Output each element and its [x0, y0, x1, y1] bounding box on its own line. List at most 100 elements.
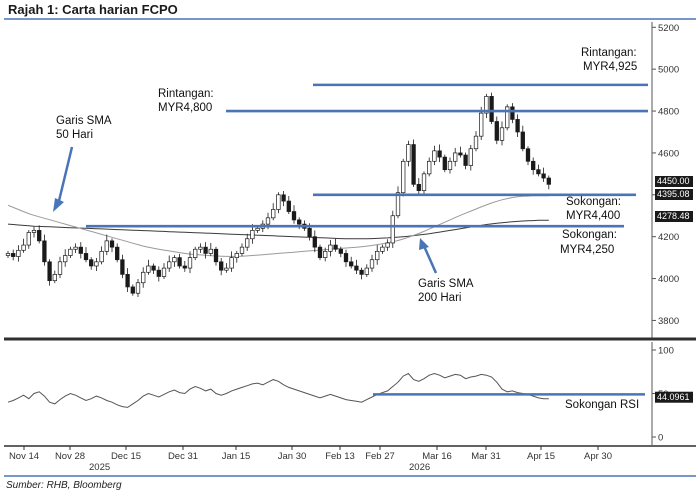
candle-body: [21, 244, 26, 251]
candle-body: [120, 259, 125, 275]
rsi-last-tag-bg: [655, 391, 693, 403]
candle-body: [141, 271, 146, 284]
candle-body: [401, 160, 406, 194]
y-tick-5200: 5200: [658, 23, 679, 34]
resistance-4800-label-b: MYR4,800: [158, 102, 212, 114]
candle-body: [52, 274, 57, 282]
candle-body: [338, 248, 343, 254]
candle-body: [172, 257, 177, 263]
x-tick-label: Nov 14: [9, 451, 39, 462]
y-tick-4000: 4000: [658, 274, 679, 285]
candle-body: [47, 261, 52, 282]
candle-body: [328, 244, 333, 252]
rsi-last-tag: 44.0961: [657, 392, 690, 402]
candle-body: [250, 230, 255, 240]
x-tick-label: Nov 28: [55, 451, 85, 462]
candle-body: [125, 274, 130, 288]
candle-body: [499, 127, 505, 141]
candle-body: [255, 227, 260, 231]
rsi-tick-0: 0: [658, 433, 663, 444]
candle-body: [546, 177, 551, 185]
x-tick-label: Mar 16: [422, 451, 452, 462]
rsi-line: [7, 372, 549, 408]
candle-body: [203, 246, 208, 254]
sma200-arrow-head: [419, 238, 429, 250]
candle-body: [37, 230, 42, 242]
support-4250-label-a: Sokongan:: [562, 229, 617, 241]
candle-body: [89, 259, 94, 267]
last-price-tag-bg: [655, 211, 693, 222]
resistance-4800-label-a: Rintangan:: [158, 88, 214, 100]
last-price-tag-bg: [655, 176, 693, 187]
candle-body: [245, 238, 250, 248]
sma200-line: [7, 219, 549, 240]
candle-body: [494, 121, 499, 141]
candle-body: [453, 152, 458, 162]
candle-body: [432, 150, 437, 162]
candle-body: [416, 183, 421, 191]
sma50-arrow-head: [53, 198, 64, 212]
candle-body: [359, 269, 364, 275]
candle-body: [541, 173, 546, 179]
source-note: Sumber: RHB, Bloomberg: [6, 480, 122, 491]
sma50-annotation-line1: Garis SMA: [56, 115, 112, 127]
candle-body: [219, 261, 224, 271]
candle-body: [193, 248, 198, 258]
candle-body: [442, 156, 447, 171]
candle-body: [239, 246, 245, 254]
candle-body: [317, 246, 323, 258]
last-price-tag: 4450.00: [657, 176, 690, 186]
x-tick-label: Feb 27: [365, 451, 395, 462]
candle-body: [198, 246, 203, 250]
candle-body: [151, 265, 156, 271]
candle-body: [109, 240, 115, 248]
candle-body: [515, 119, 520, 133]
candle-body: [447, 160, 453, 171]
candle-body: [354, 265, 359, 271]
sma200-annotation: Garis SMA 200 Hari: [418, 238, 474, 304]
candle-body: [130, 286, 135, 294]
candle-body: [135, 282, 141, 294]
sma50-line: [7, 195, 549, 257]
candle-body: [312, 236, 317, 248]
candle-body: [286, 200, 291, 212]
sma50-annotation-line2: 50 Hari: [56, 129, 93, 141]
candle-body: [161, 267, 167, 277]
candle-body: [229, 257, 234, 269]
last-price-tag: 4395.08: [657, 189, 690, 199]
x-tick-label: Dec 31: [168, 451, 198, 462]
sma50-annotation: Garis SMA 50 Hari: [53, 115, 112, 212]
candle-body: [94, 261, 99, 267]
y-tick-3800: 3800: [658, 316, 679, 327]
candle-body: [473, 135, 479, 150]
candle-body: [489, 96, 494, 122]
candle-body: [390, 215, 395, 244]
candle-body: [177, 257, 182, 267]
candle-body: [437, 150, 442, 158]
candle-body: [349, 261, 354, 267]
candle-body: [380, 246, 385, 252]
sma200-annotation-line2: 200 Hari: [418, 292, 461, 304]
candle-body: [265, 217, 271, 225]
last-price-tag-bg: [655, 189, 693, 200]
candle-body: [421, 173, 427, 191]
candle-body: [463, 154, 468, 166]
candle-body: [281, 194, 286, 202]
rsi-support-label: Sokongan RSI: [565, 399, 639, 411]
candle-body: [479, 112, 484, 137]
candle-body: [369, 259, 375, 269]
candle-body: [104, 240, 109, 252]
year-label-2025: 2025: [89, 462, 110, 473]
candle-body: [406, 144, 411, 162]
candle-body: [16, 249, 21, 257]
sma50-arrow: [56, 146, 74, 206]
support-4400-label-b: MYR4,400: [566, 210, 620, 222]
chart-title: Rajah 1: Carta harian FCPO: [8, 2, 178, 17]
candle-body: [156, 269, 161, 277]
candle-body: [375, 250, 380, 261]
x-tick-label: Apr 30: [584, 451, 612, 462]
candle-body: [187, 257, 193, 269]
support-4400-label-a: Sokongan:: [566, 196, 621, 208]
candle-body: [31, 230, 37, 233]
